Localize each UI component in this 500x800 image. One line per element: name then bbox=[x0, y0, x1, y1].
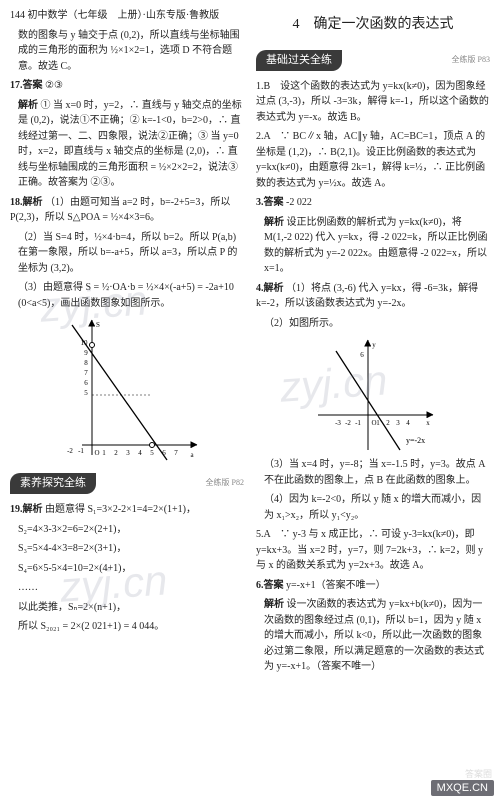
q6-exp-text: 设一次函数的表达式为 y=kx+b(k≠0)，因为一次函数的图象经过点 (0,1… bbox=[264, 599, 484, 672]
svg-text:1: 1 bbox=[102, 449, 106, 457]
svg-text:6: 6 bbox=[360, 351, 364, 359]
q3-exp: 解析 设正比例函数的解析式为 y=kx(k≠0)，将 M(1,-2 022) 代… bbox=[256, 215, 490, 277]
svg-text:O: O bbox=[94, 449, 99, 457]
svg-text:y: y bbox=[372, 341, 376, 349]
q1: 1.B 设这个函数的表达式为 y=kx(k≠0)，因为图象经过点 (3,-3)，… bbox=[256, 79, 490, 126]
svg-text:5: 5 bbox=[150, 449, 154, 457]
q18-chart: -2-1 123 4567 567 8910 O S a bbox=[52, 315, 202, 465]
q17: 17.答案 ②③ bbox=[10, 78, 244, 94]
svg-text:-1: -1 bbox=[78, 447, 84, 455]
chart2-line-label: y=-2x bbox=[406, 436, 425, 445]
svg-text:2: 2 bbox=[114, 449, 118, 457]
footer-badge: MXQE.CN bbox=[431, 780, 494, 796]
svg-text:2: 2 bbox=[386, 419, 390, 427]
q4: 4.解析 （1）将点 (3,-6) 代入 y=kx，得 -6=3k，解得 k=-… bbox=[256, 281, 490, 312]
q6-ans: y=-x+1（答案不唯一） bbox=[286, 580, 386, 591]
svg-text:9: 9 bbox=[84, 349, 88, 357]
svg-text:6: 6 bbox=[84, 379, 88, 387]
q19-l2: S₂=4×3-3×2=6=2×(2+1)， bbox=[10, 522, 244, 538]
q17-exp-text: ① 当 x=0 时，y=2，∴ 直线与 y 轴交点的坐标是 (0,2)，说法①不… bbox=[18, 100, 242, 189]
svg-text:x: x bbox=[426, 419, 430, 427]
svg-text:-2: -2 bbox=[345, 419, 351, 427]
q4-label: 4.解析 bbox=[256, 283, 284, 294]
q18-label: 18.解析 bbox=[10, 197, 43, 208]
pill2-row: 素养探究全练 全练版 P82 bbox=[10, 469, 244, 498]
q18: 18.解析 （1）由题可知当 a=2 时，b=-2+5=3，所以 P(2,3)，… bbox=[10, 195, 244, 226]
q6-exp-label: 解析 bbox=[264, 599, 284, 610]
svg-text:-2: -2 bbox=[67, 447, 73, 455]
q19-l4: S₄=6×5-5×4=10=2×(4+1)， bbox=[10, 561, 244, 577]
q19-l5: …… bbox=[10, 580, 244, 596]
svg-text:5: 5 bbox=[84, 389, 88, 397]
page-header: 144 初中数学（七年级 上册）·山东专版·鲁教版 bbox=[10, 8, 244, 24]
q5: 5.A ∵ y-3 与 x 成正比，∴ 可设 y-3=kx(k≠0)，即 y=k… bbox=[256, 527, 490, 574]
q6: 6.答案 y=-x+1（答案不唯一） bbox=[256, 578, 490, 594]
q3-label: 3.答案 bbox=[256, 197, 284, 208]
q3-ans: -2 022 bbox=[286, 197, 312, 208]
q4-4: （4）因为 k=-2<0，所以 y 随 x 的增大而减小，因为 x₁>x₂，所以… bbox=[256, 492, 490, 523]
q19-l6: 以此类推，Sₙ=2×(n+1)， bbox=[10, 600, 244, 616]
q4-1: （1）将点 (3,-6) 代入 y=kx，得 -6=3k，解得 k=-2，所以该… bbox=[256, 283, 478, 310]
right-column: 4 确定一次函数的表达式 基础过关全练 全练版 P83 1.B 设这个函数的表达… bbox=[256, 8, 490, 790]
svg-text:-3: -3 bbox=[335, 419, 341, 427]
q17-answer: ②③ bbox=[45, 80, 63, 91]
section-title: 4 确定一次函数的表达式 bbox=[256, 14, 490, 36]
q6-exp: 解析 设一次函数的表达式为 y=kx+b(k≠0)，因为一次函数的图象经过点 (… bbox=[256, 597, 490, 675]
svg-text:8: 8 bbox=[84, 359, 88, 367]
svg-text:4: 4 bbox=[138, 449, 142, 457]
q3-exp-label: 解析 bbox=[264, 217, 284, 228]
svg-text:3: 3 bbox=[126, 449, 130, 457]
q17-explanation: 解析 ① 当 x=0 时，y=2，∴ 直线与 y 轴交点的坐标是 (0,2)，说… bbox=[10, 98, 244, 191]
q19: 19.解析 由题意得 S₁=3×2-2×1=4=2×(1+1)， bbox=[10, 502, 244, 518]
q18-1: （1）由题可知当 a=2 时，b=-2+5=3，所以 P(2,3)，所以 S△P… bbox=[10, 197, 230, 224]
q4-3: （3）当 x=4 时，y=-8；当 x=-1.5 时，y=3。故点 A 不在此函… bbox=[256, 457, 490, 488]
pill-jichu: 基础过关全练 bbox=[256, 50, 342, 71]
left-column: 144 初中数学（七年级 上册）·山东专版·鲁教版 数的图象与 y 轴交于点 (… bbox=[10, 8, 244, 790]
ref2: 全练版 P82 bbox=[206, 477, 244, 489]
svg-text:7: 7 bbox=[84, 369, 88, 377]
q19-body: 由题意得 S₁=3×2-2×1=4=2×(1+1)， bbox=[45, 504, 196, 515]
q4-chart: -3 -2 -1 1234 6 O x y y=-2x bbox=[308, 335, 438, 455]
svg-text:1: 1 bbox=[376, 419, 380, 427]
q19-label: 19.解析 bbox=[10, 504, 43, 515]
page: 144 初中数学（七年级 上册）·山东专版·鲁教版 数的图象与 y 轴交于点 (… bbox=[0, 0, 500, 800]
pill1-row: 基础过关全练 全练版 P83 bbox=[256, 46, 490, 75]
q17-label: 17.答案 bbox=[10, 80, 43, 91]
q3-exp-text: 设正比例函数的解析式为 y=kx(k≠0)，将 M(1,-2 022) 代入 y… bbox=[264, 217, 488, 275]
svg-text:-1: -1 bbox=[355, 419, 361, 427]
q17-exp-label: 解析 bbox=[18, 100, 38, 111]
svg-text:4: 4 bbox=[406, 419, 410, 427]
q4-2: （2）如图所示。 bbox=[256, 316, 490, 332]
intro-para: 数的图象与 y 轴交于点 (0,2)，所以直线与坐标轴围成的三角形的面积为 ½×… bbox=[10, 28, 244, 75]
svg-text:3: 3 bbox=[396, 419, 400, 427]
q19-l7: 所以 S₂₀₂₁ = 2×(2 021+1) = 4 044。 bbox=[10, 619, 244, 635]
svg-text:a: a bbox=[190, 451, 194, 459]
q6-label: 6.答案 bbox=[256, 580, 284, 591]
q18-3: （3）由题意得 S = ½·OA·b = ½×4×(-a+5) = -2a+10… bbox=[10, 280, 244, 311]
q19-l3: S₃=5×4-4×3=8=2×(3+1)， bbox=[10, 541, 244, 557]
pill-suyang: 素养探究全练 bbox=[10, 473, 96, 494]
q2: 2.A ∵ BC∥x 轴，AC∥y 轴，AC=BC=1，顶点 A 的坐标是 (1… bbox=[256, 129, 490, 191]
svg-text:O: O bbox=[371, 419, 376, 427]
footer-sub: 答案圈 bbox=[465, 767, 492, 780]
svg-text:7: 7 bbox=[174, 449, 178, 457]
svg-text:S: S bbox=[96, 321, 100, 329]
q3: 3.答案 -2 022 bbox=[256, 195, 490, 211]
q18-2: （2）当 S=4 时，½×4·b=4，所以 b=2。所以 P(a,b) 在第一象… bbox=[10, 230, 244, 277]
ref1: 全练版 P83 bbox=[452, 54, 490, 66]
